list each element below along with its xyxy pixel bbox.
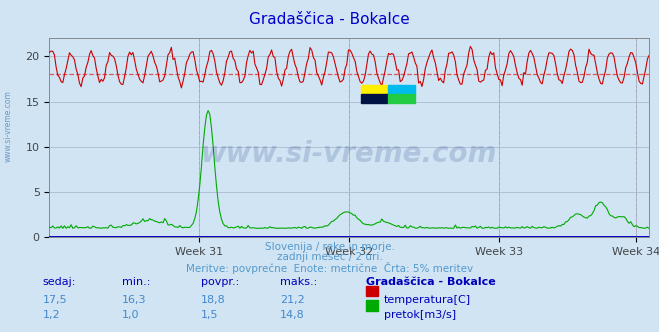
Text: temperatura[C]: temperatura[C] <box>384 295 471 305</box>
Bar <box>361 85 388 94</box>
Text: maks.:: maks.: <box>280 277 318 287</box>
Text: zadnji mesec / 2 uri.: zadnji mesec / 2 uri. <box>277 252 382 262</box>
Text: sedaj:: sedaj: <box>43 277 76 287</box>
Text: www.si-vreme.com: www.si-vreme.com <box>3 90 13 162</box>
Bar <box>388 94 415 103</box>
Text: 17,5: 17,5 <box>43 295 67 305</box>
Text: povpr.:: povpr.: <box>201 277 239 287</box>
Text: pretok[m3/s]: pretok[m3/s] <box>384 310 456 320</box>
Text: www.si-vreme.com: www.si-vreme.com <box>201 140 498 168</box>
Bar <box>388 85 415 94</box>
Text: Slovenija / reke in morje.: Slovenija / reke in morje. <box>264 242 395 252</box>
Text: Gradaščica - Bokalce: Gradaščica - Bokalce <box>249 12 410 27</box>
Text: 21,2: 21,2 <box>280 295 305 305</box>
Text: Meritve: povprečne  Enote: metrične  Črta: 5% meritev: Meritve: povprečne Enote: metrične Črta:… <box>186 262 473 274</box>
Bar <box>361 94 388 103</box>
Text: min.:: min.: <box>122 277 150 287</box>
Text: 1,2: 1,2 <box>43 310 61 320</box>
Text: 16,3: 16,3 <box>122 295 146 305</box>
Text: 18,8: 18,8 <box>201 295 226 305</box>
Text: 1,0: 1,0 <box>122 310 140 320</box>
Text: 1,5: 1,5 <box>201 310 219 320</box>
Text: Gradaščica - Bokalce: Gradaščica - Bokalce <box>366 277 496 287</box>
Text: 14,8: 14,8 <box>280 310 305 320</box>
